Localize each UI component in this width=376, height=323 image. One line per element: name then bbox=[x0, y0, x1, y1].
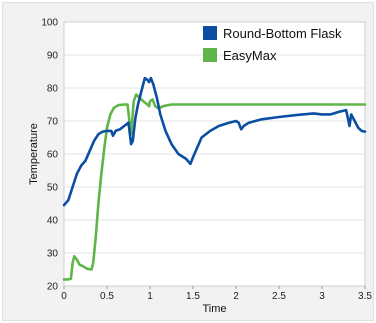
series-line-easymax bbox=[62, 93, 367, 281]
legend-swatch bbox=[203, 48, 217, 62]
grid-lines bbox=[64, 54, 365, 254]
y-tick-label: 30 bbox=[47, 249, 59, 260]
legend-label: Round-Bottom Flask bbox=[223, 26, 342, 41]
x-tick-label: 3.5 bbox=[358, 291, 372, 302]
x-tick-label: 0.5 bbox=[100, 291, 114, 302]
y-tick-label: 60 bbox=[47, 150, 59, 161]
x-axis: 0 0.5 1 1.5 2 2.5 3 3.5 bbox=[61, 286, 372, 302]
y-tick-label: 20 bbox=[47, 282, 59, 293]
series-group bbox=[62, 76, 367, 281]
x-tick-label: 2 bbox=[233, 291, 239, 302]
x-tick-label: 1 bbox=[147, 291, 153, 302]
x-axis-title: Time bbox=[202, 303, 226, 315]
legend: Round-Bottom Flask EasyMax bbox=[203, 26, 342, 63]
series-line-round-bottom-flask bbox=[62, 76, 367, 207]
y-tick-label: 40 bbox=[47, 216, 59, 227]
legend-label: EasyMax bbox=[223, 48, 277, 63]
legend-swatch bbox=[203, 26, 217, 40]
x-tick-label: 2.5 bbox=[272, 291, 286, 302]
x-tick-label: 0 bbox=[61, 291, 67, 302]
y-tick-label: 70 bbox=[47, 117, 59, 128]
x-tick-label: 1.5 bbox=[186, 291, 200, 302]
y-tick-label: 100 bbox=[41, 18, 58, 29]
x-tick-label: 3 bbox=[319, 291, 325, 302]
y-axis: 20 30 40 50 60 70 80 90 100 bbox=[41, 18, 58, 293]
y-tick-label: 80 bbox=[47, 84, 59, 95]
y-tick-label: 50 bbox=[47, 183, 59, 194]
y-tick-label: 90 bbox=[47, 51, 59, 62]
y-axis-title: Temperature bbox=[28, 123, 40, 185]
